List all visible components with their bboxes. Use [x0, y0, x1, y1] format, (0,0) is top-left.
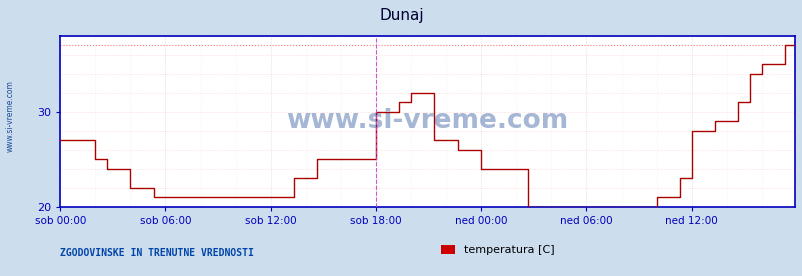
- Text: Dunaj: Dunaj: [379, 8, 423, 23]
- Legend: temperatura [C]: temperatura [C]: [436, 240, 558, 259]
- Text: ZGODOVINSKE IN TRENUTNE VREDNOSTI: ZGODOVINSKE IN TRENUTNE VREDNOSTI: [60, 248, 253, 258]
- Text: www.si-vreme.com: www.si-vreme.com: [286, 108, 568, 134]
- Text: www.si-vreme.com: www.si-vreme.com: [6, 80, 15, 152]
